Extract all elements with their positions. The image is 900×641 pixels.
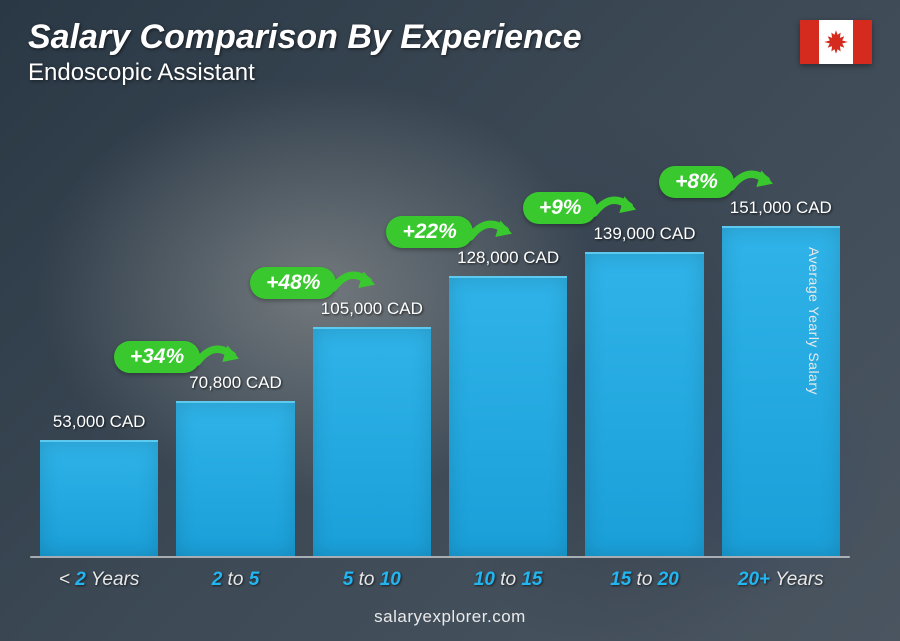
increase-pct-label: +8% xyxy=(659,166,734,198)
increase-pct-label: +48% xyxy=(250,267,336,299)
increase-badge: +9% xyxy=(523,188,642,228)
increase-arrow-icon xyxy=(330,263,380,303)
increase-badge: +8% xyxy=(659,162,778,202)
flag-band-left xyxy=(800,20,819,64)
xaxis-category-label: 2 to 5 xyxy=(176,569,294,591)
bar xyxy=(722,226,840,556)
xaxis-category-label: 15 to 20 xyxy=(585,569,703,591)
flag-band-center xyxy=(819,20,853,64)
yaxis-label: Average Yearly Salary xyxy=(806,247,822,395)
increase-badge: +22% xyxy=(386,212,516,252)
increase-arrow-icon xyxy=(194,337,244,377)
footer-source: salaryexplorer.com xyxy=(0,607,900,627)
increase-pct-label: +34% xyxy=(114,341,200,373)
flag-band-right xyxy=(853,20,872,64)
bar xyxy=(313,327,431,556)
page-title: Salary Comparison By Experience xyxy=(28,18,582,57)
increase-pct-label: +9% xyxy=(523,192,598,224)
xaxis-category-label: 20+ Years xyxy=(722,569,840,591)
xaxis-category-label: 5 to 10 xyxy=(313,569,431,591)
bar xyxy=(40,440,158,556)
chart-baseline xyxy=(30,556,850,558)
bar-value-label: 53,000 CAD xyxy=(53,412,146,432)
bar-wrap: 128,000 CAD xyxy=(449,120,567,556)
increase-badge: +48% xyxy=(250,263,380,303)
bar xyxy=(585,252,703,556)
country-flag-canada xyxy=(800,20,872,64)
increase-badge: +34% xyxy=(114,337,244,377)
increase-arrow-icon xyxy=(591,188,641,228)
maple-leaf-icon xyxy=(823,29,849,55)
bar-wrap: 105,000 CAD xyxy=(313,120,431,556)
xaxis-category-label: 10 to 15 xyxy=(449,569,567,591)
page-subtitle: Endoscopic Assistant xyxy=(28,59,582,87)
increase-arrow-icon xyxy=(467,212,517,252)
chart-xaxis: < 2 Years 2 to 5 5 to 10 10 to 15 15 to 20 20… xyxy=(40,569,840,591)
bar xyxy=(176,401,294,556)
header: Salary Comparison By Experience Endoscop… xyxy=(28,18,582,87)
bar xyxy=(449,276,567,556)
increase-arrow-icon xyxy=(728,162,778,202)
increase-pct-label: +22% xyxy=(386,216,472,248)
xaxis-category-label: < 2 Years xyxy=(40,569,158,591)
